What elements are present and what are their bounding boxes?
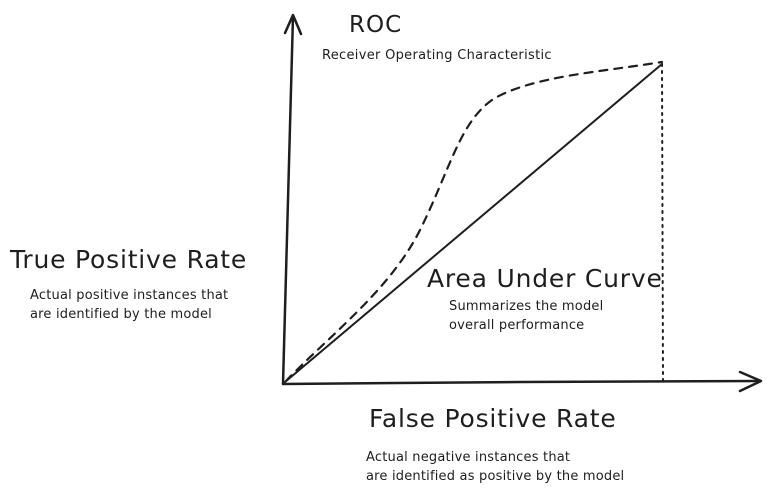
x-axis-description-line: are identified as positive by the model [366,469,625,484]
y-axis-title: True Positive Rate [10,245,248,274]
y-axis-description: Actual positive instances that are ident… [30,286,228,324]
y-axis-description-line: are identified by the model [30,307,212,322]
x-axis-description: Actual negative instances that are ident… [366,448,624,486]
area-description-line: overall performance [449,318,585,333]
dotted-vertical-line [661,63,664,382]
chart-title: ROC [349,12,403,38]
roc-curve [284,60,664,383]
y-axis-line [281,14,295,386]
x-axis-line [281,379,762,386]
area-description: Summarizes the model overall performance [449,297,603,335]
area-title: Area Under Curve [427,264,663,293]
diagonal-line [284,63,663,383]
chart-subtitle: Receiver Operating Characteristic [322,48,552,63]
x-axis-description-line: Actual negative instances that [366,450,571,465]
y-axis-description-line: Actual positive instances that [30,288,229,303]
x-axis-title: False Positive Rate [369,404,617,433]
y-axis-arrow-icon [283,13,303,36]
x-axis-arrow-icon [738,370,763,393]
area-description-line: Summarizes the model [449,299,604,314]
